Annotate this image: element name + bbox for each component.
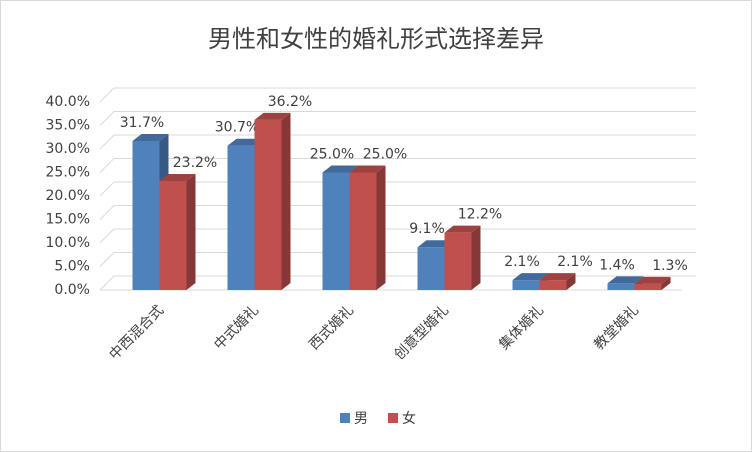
grid-line-depth	[99, 87, 115, 103]
bar-front	[512, 280, 540, 290]
bar-top	[607, 276, 644, 284]
data-label: 1.4%	[599, 257, 635, 273]
chart-title: 男性和女性的婚礼形式选择差异	[208, 25, 544, 53]
bar-top	[254, 112, 291, 120]
bar-side	[471, 225, 481, 290]
y-tick-label: 40.0%	[46, 94, 90, 110]
grid-line-depth	[99, 275, 115, 291]
y-tick-label: 30.0%	[46, 141, 90, 157]
bar-front	[159, 180, 187, 290]
bar-top	[512, 273, 549, 281]
bar-front	[634, 283, 662, 290]
bar-top	[444, 225, 481, 233]
bar-front	[254, 119, 282, 290]
data-label: 12.2%	[458, 207, 502, 223]
bar-top	[159, 173, 196, 181]
legend-label: 男	[354, 411, 368, 427]
y-tick-label: 0.0%	[54, 282, 90, 298]
bar-top	[634, 276, 671, 284]
bar-side	[566, 273, 576, 290]
grid-line-depth	[99, 228, 115, 244]
y-tick-label: 35.0%	[46, 118, 90, 134]
bar-side	[186, 173, 196, 290]
data-label: 2.1%	[557, 254, 593, 270]
grid-line-depth	[99, 252, 115, 267]
data-label: 2.1%	[504, 254, 540, 270]
legend-swatch	[340, 413, 350, 423]
y-tick-label: 10.0%	[46, 235, 90, 251]
bar-front	[132, 141, 160, 290]
data-label: 9.1%	[409, 221, 445, 237]
data-label: 31.7%	[120, 115, 164, 131]
grid-line-depth	[99, 205, 115, 220]
legend-label: 女	[402, 410, 416, 427]
y-tick-label: 15.0%	[46, 212, 90, 228]
bar-front	[607, 283, 635, 290]
data-label: 23.2%	[173, 155, 217, 171]
bar-top	[322, 165, 359, 173]
y-tick-label: 20.0%	[46, 188, 90, 204]
data-label: 25.0%	[363, 147, 407, 163]
bar-top	[349, 165, 386, 173]
grid-line-depth	[99, 158, 115, 173]
bar-top	[539, 273, 576, 281]
bar-front	[349, 172, 377, 290]
bar-front	[322, 172, 350, 290]
bar-side	[376, 165, 386, 290]
bar-side	[281, 112, 291, 290]
bar-front	[539, 280, 567, 290]
data-label: 30.7%	[215, 120, 259, 136]
grid-line-depth	[99, 111, 115, 126]
bar-side	[661, 276, 671, 290]
y-tick-label: 5.0%	[54, 259, 90, 275]
bar-front	[444, 232, 472, 290]
bar-top	[132, 134, 169, 142]
grid-line-depth	[99, 134, 115, 150]
bar-front	[227, 145, 255, 290]
data-label: 25.0%	[310, 147, 354, 163]
y-tick-label: 25.0%	[46, 165, 90, 181]
legend-swatch	[388, 413, 398, 423]
data-label: 1.3%	[652, 258, 688, 274]
grid-line-depth	[99, 181, 115, 197]
bar-front	[417, 247, 445, 290]
data-label: 36.2%	[268, 94, 312, 110]
